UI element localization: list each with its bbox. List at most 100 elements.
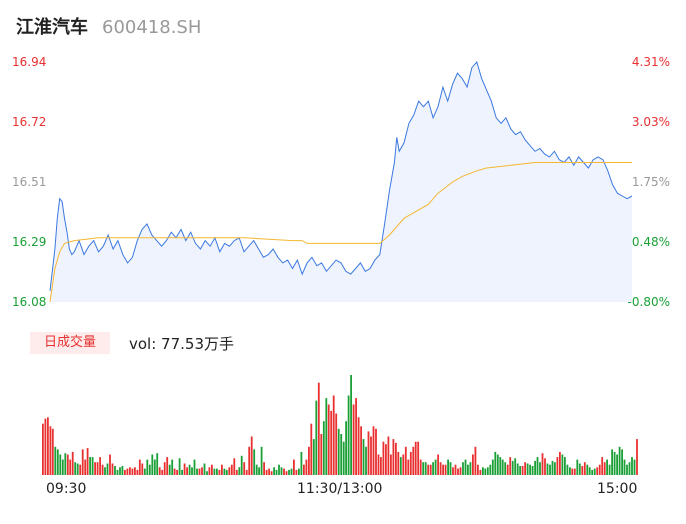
volume-bar [484,468,487,475]
volume-bar [223,468,226,475]
volume-bar [345,421,347,475]
volume-bar [206,471,208,475]
volume-bar [539,462,541,475]
volume-bar [586,464,589,475]
volume-bar [253,449,256,475]
volume-bar [636,439,638,475]
volume-bar [519,466,521,475]
volume-bar [109,454,111,475]
volume-bar [419,459,422,475]
volume-bar [64,453,67,475]
volume-bar [409,451,412,475]
volume-bar [54,446,57,475]
volume-bar [397,451,400,475]
volume-bar [42,423,44,475]
volume-bar [273,467,275,475]
volume-bar [588,467,591,475]
volume-bar [248,446,251,475]
volume-bar [243,462,246,475]
volume-bar [295,469,298,475]
volume-bar [467,464,469,475]
volume-bar [86,448,89,475]
volume-bar [347,395,350,475]
volume-bar [392,439,395,475]
volume-bar [417,441,420,475]
volume-bar [404,446,407,475]
volume-bar [126,468,129,475]
volume-bar [477,464,479,475]
volume-bar [486,467,489,475]
volume-bar [124,469,126,475]
volume-bar [143,468,146,475]
volume-bar [59,454,62,475]
volume-bar [427,464,430,475]
price-line [49,60,633,291]
volume-bar [608,464,611,475]
volume-bar [225,469,228,475]
y-tick-price: 16.72 [12,115,47,129]
volume-bar [131,468,134,475]
volume-bar [79,464,82,475]
y-tick-price: 16.51 [12,175,47,189]
volume-bar [370,436,372,475]
volume-bar [233,458,236,475]
volume-bar [84,459,87,475]
x-tick-midday: 11:30/13:00 [297,481,383,497]
volume-bar [452,467,454,475]
volume-value: vol: 77.53万手 [129,335,234,353]
volume-bar [285,471,288,475]
volume-bar [303,464,305,475]
volume-bar [496,454,499,475]
volume-bar [601,457,604,475]
volume-bar [275,469,278,475]
volume-bar [621,449,623,475]
volume-bar [340,434,343,475]
volume-bar [429,464,432,475]
volume-bar [581,466,584,475]
volume-bar [146,459,149,475]
volume-bar [434,459,437,475]
volume-bar [317,382,320,475]
volume-bar [166,457,169,475]
volume-bar [203,463,206,475]
volume-bar [521,466,524,475]
volume-bar [437,454,439,475]
volume-bar [268,468,270,475]
volume-bar [439,462,442,475]
volume-bar [571,468,574,475]
volume-bar [238,467,241,475]
volume-bar [444,464,447,475]
y-tick-price: 16.29 [12,235,47,249]
volume-bar [66,454,69,475]
volume-bar [196,468,198,475]
volume-bar [375,428,377,475]
volume-bar [101,464,104,475]
volume-bar [350,375,352,475]
volume-bar [188,464,191,475]
y-tick-percent: 3.03% [631,115,670,129]
volume-bar [402,454,405,475]
volume-bar [631,457,633,475]
volume-bar [447,459,449,475]
volume-bar [293,459,295,475]
volume-bar [593,468,596,475]
volume-bar [44,418,47,475]
volume-bar [51,428,54,475]
volume-bar [81,449,84,475]
x-tick-open: 09:30 [46,481,87,497]
volume-bar [454,464,457,475]
volume-bar [327,404,330,475]
volume-bar [407,459,410,475]
volume-bar [198,468,201,475]
volume-bar [290,468,293,475]
volume-bar [178,458,181,475]
volume-bar [377,454,380,475]
volume-bar [422,462,425,475]
volume-bar [583,462,586,475]
volume-bar [559,451,561,475]
volume-bar [355,398,357,475]
volume-bar [136,469,139,475]
volume-bar [325,398,328,475]
volume-bar [89,457,91,475]
volume-bar [514,458,517,475]
